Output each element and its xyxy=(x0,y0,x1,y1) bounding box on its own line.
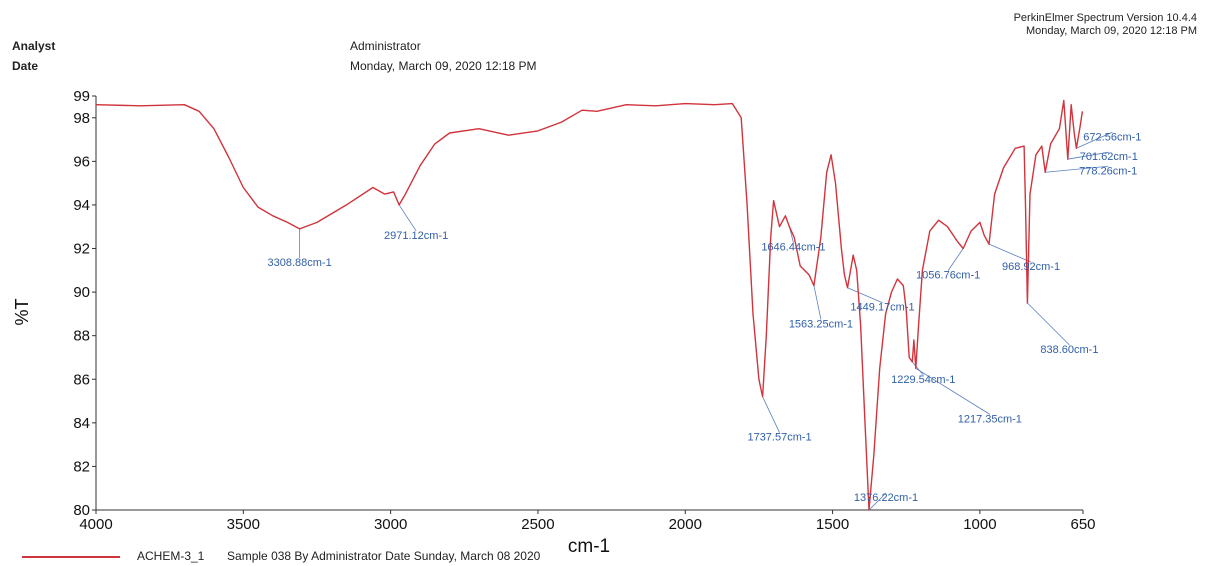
peak-leader-line xyxy=(1027,302,1070,346)
legend-entry: ACHEM-3_1 Sample 038 By Administrator Da… xyxy=(137,549,540,563)
peak-label: 838.60cm-1 xyxy=(1040,344,1098,356)
chart-axes: 4000 3500 3000 2500 2000 1500 1000 650 80 82 84 86 8… xyxy=(73,88,1095,533)
x-tick-label: 1500 xyxy=(816,516,849,533)
software-version: PerkinElmer Spectrum Version 10.4.4 xyxy=(1013,12,1197,24)
y-tick-label: 88 xyxy=(73,328,90,345)
y-tick-label: 90 xyxy=(73,284,90,301)
software-timestamp: Monday, March 09, 2020 12:18 PM xyxy=(1025,25,1197,37)
peak-label: 701.62cm-1 xyxy=(1080,151,1138,163)
peak-label: 1646.44cm-1 xyxy=(761,242,825,254)
y-tick-label: 99 xyxy=(73,88,90,105)
peak-label: 2971.12cm-1 xyxy=(384,230,448,242)
peak-leader-line xyxy=(813,285,822,320)
peak-label: 1056.76cm-1 xyxy=(916,270,980,282)
peak-label: 968.92cm-1 xyxy=(1002,261,1060,273)
peak-label: 1376.22cm-1 xyxy=(854,492,918,504)
y-axis-label: %T xyxy=(12,298,32,325)
peak-label: 672.56cm-1 xyxy=(1083,131,1141,143)
peak-label: 778.26cm-1 xyxy=(1079,165,1137,177)
peak-leader-line xyxy=(1067,151,1109,160)
peak-leader-lines xyxy=(299,131,1113,511)
peak-label: 3308.88cm-1 xyxy=(268,257,332,269)
peak-leader-line xyxy=(398,204,417,232)
legend-description: Sample 038 By Administrator Date Sunday,… xyxy=(227,549,541,563)
x-tick-label: 2000 xyxy=(669,516,702,533)
x-tick-label: 650 xyxy=(1070,516,1095,533)
x-tick-label: 4000 xyxy=(79,516,112,533)
peak-leader-line xyxy=(1076,131,1113,149)
date-value: Monday, March 09, 2020 12:18 PM xyxy=(350,59,537,73)
peak-leader-line xyxy=(915,368,991,415)
peak-leader-line xyxy=(911,361,924,376)
x-tick-label: 3500 xyxy=(227,516,260,533)
y-tick-label: 84 xyxy=(73,415,90,432)
legend-sample-name: ACHEM-3_1 xyxy=(137,549,205,563)
y-tick-label: 98 xyxy=(73,110,90,127)
analyst-value: Administrator xyxy=(350,39,421,53)
peak-label: 1737.57cm-1 xyxy=(747,432,811,444)
y-tick-label: 86 xyxy=(73,371,90,388)
peak-leader-line xyxy=(947,248,964,271)
y-tick-label: 80 xyxy=(73,502,90,519)
peak-leader-line xyxy=(1045,165,1109,173)
x-tick-label: 3000 xyxy=(374,516,407,533)
series-line-achem-3-1 xyxy=(95,99,1084,511)
x-axis-label: cm-1 xyxy=(568,536,610,557)
y-tick-label: 92 xyxy=(73,241,90,258)
peak-label: 1229.54cm-1 xyxy=(891,374,955,386)
software-info: PerkinElmer Spectrum Version 10.4.4 Mond… xyxy=(1014,12,1197,38)
peak-leader-line xyxy=(847,287,883,304)
y-tick-label: 82 xyxy=(73,458,90,475)
peak-leader-line xyxy=(868,492,887,511)
date-label: Date xyxy=(12,59,39,73)
peak-leader-line xyxy=(988,243,1032,263)
peak-label: 1217.35cm-1 xyxy=(958,413,1022,425)
peak-label: 1449.17cm-1 xyxy=(850,302,914,314)
x-tick-label: 2500 xyxy=(521,516,554,533)
peak-label: 1563.25cm-1 xyxy=(789,319,853,331)
peak-leader-line xyxy=(762,396,780,433)
x-tick-label: 1000 xyxy=(963,516,996,533)
y-tick-label: 94 xyxy=(73,197,90,214)
analyst-label: Analyst xyxy=(12,39,56,53)
y-tick-label: 96 xyxy=(73,153,90,170)
legend-swatch xyxy=(22,556,120,558)
peak-labels: 3308.88cm-1 2971.12cm-1 1737.57cm-1 1646.44… xyxy=(268,131,1142,504)
